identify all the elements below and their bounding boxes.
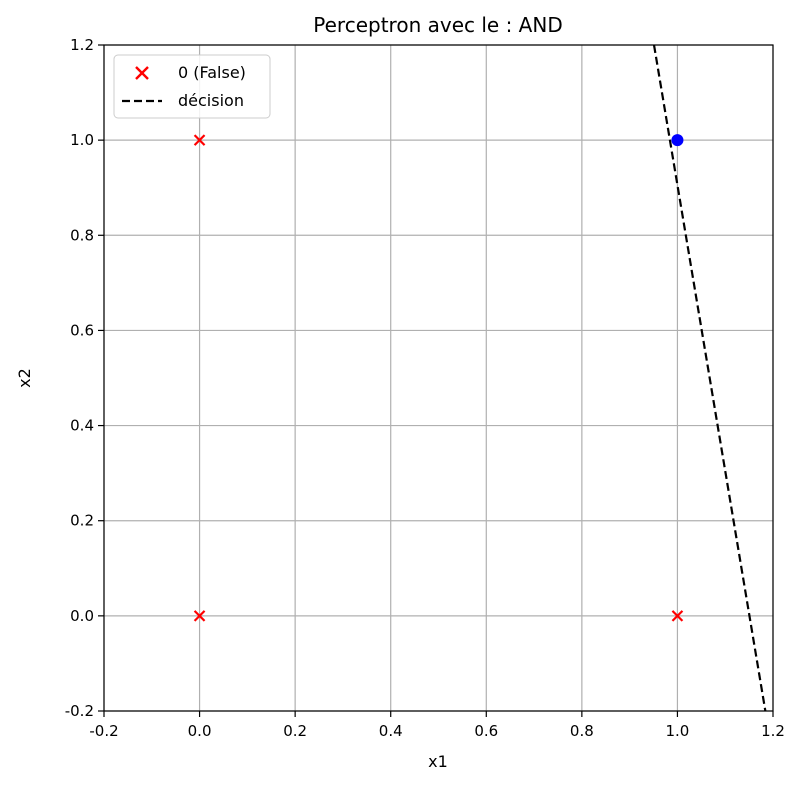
x-tick-label: 0.2 [283, 722, 307, 740]
decision-line [652, 45, 767, 711]
x-tick-label: 1.2 [761, 722, 785, 740]
y-tick-label: 0.4 [70, 417, 94, 435]
x-tick-label: 0.4 [379, 722, 403, 740]
y-tick-label: -0.2 [65, 702, 94, 720]
x-axis-label: x1 [428, 752, 448, 771]
x-tick-label: 0.6 [474, 722, 498, 740]
x-tick-label: 1.0 [665, 722, 689, 740]
chart-title: Perceptron avec le : AND [313, 13, 562, 37]
legend: 0 (False) décision [113, 54, 271, 119]
y-tick-label: 1.0 [70, 131, 94, 149]
y-tick-label: 0.2 [70, 512, 94, 530]
point-false [193, 610, 206, 622]
y-axis-label: x2 [15, 368, 34, 388]
legend-marker-x [135, 66, 149, 80]
legend-label-false: 0 (False) [178, 63, 246, 82]
legend-box [113, 54, 271, 119]
point-true [671, 134, 684, 147]
y-tick-label: 0.0 [70, 607, 94, 625]
y-tick-label: 1.2 [70, 36, 94, 54]
plot-area [193, 45, 767, 711]
y-axis: -0.2 0.0 0.2 0.4 0.6 0.8 1.0 1.2 [65, 36, 104, 720]
y-tick-label: 0.8 [70, 226, 94, 244]
legend-label-decision: décision [178, 91, 244, 110]
x-tick-label: 0.8 [570, 722, 594, 740]
x-axis: -0.2 0.0 0.2 0.4 0.6 0.8 1.0 1.2 [89, 711, 785, 740]
x-tick-label: -0.2 [89, 722, 118, 740]
point-false [193, 134, 206, 146]
x-tick-label: 0.0 [188, 722, 212, 740]
plot-frame [103, 44, 774, 712]
y-tick-label: 0.6 [70, 321, 94, 339]
point-false [671, 610, 684, 622]
